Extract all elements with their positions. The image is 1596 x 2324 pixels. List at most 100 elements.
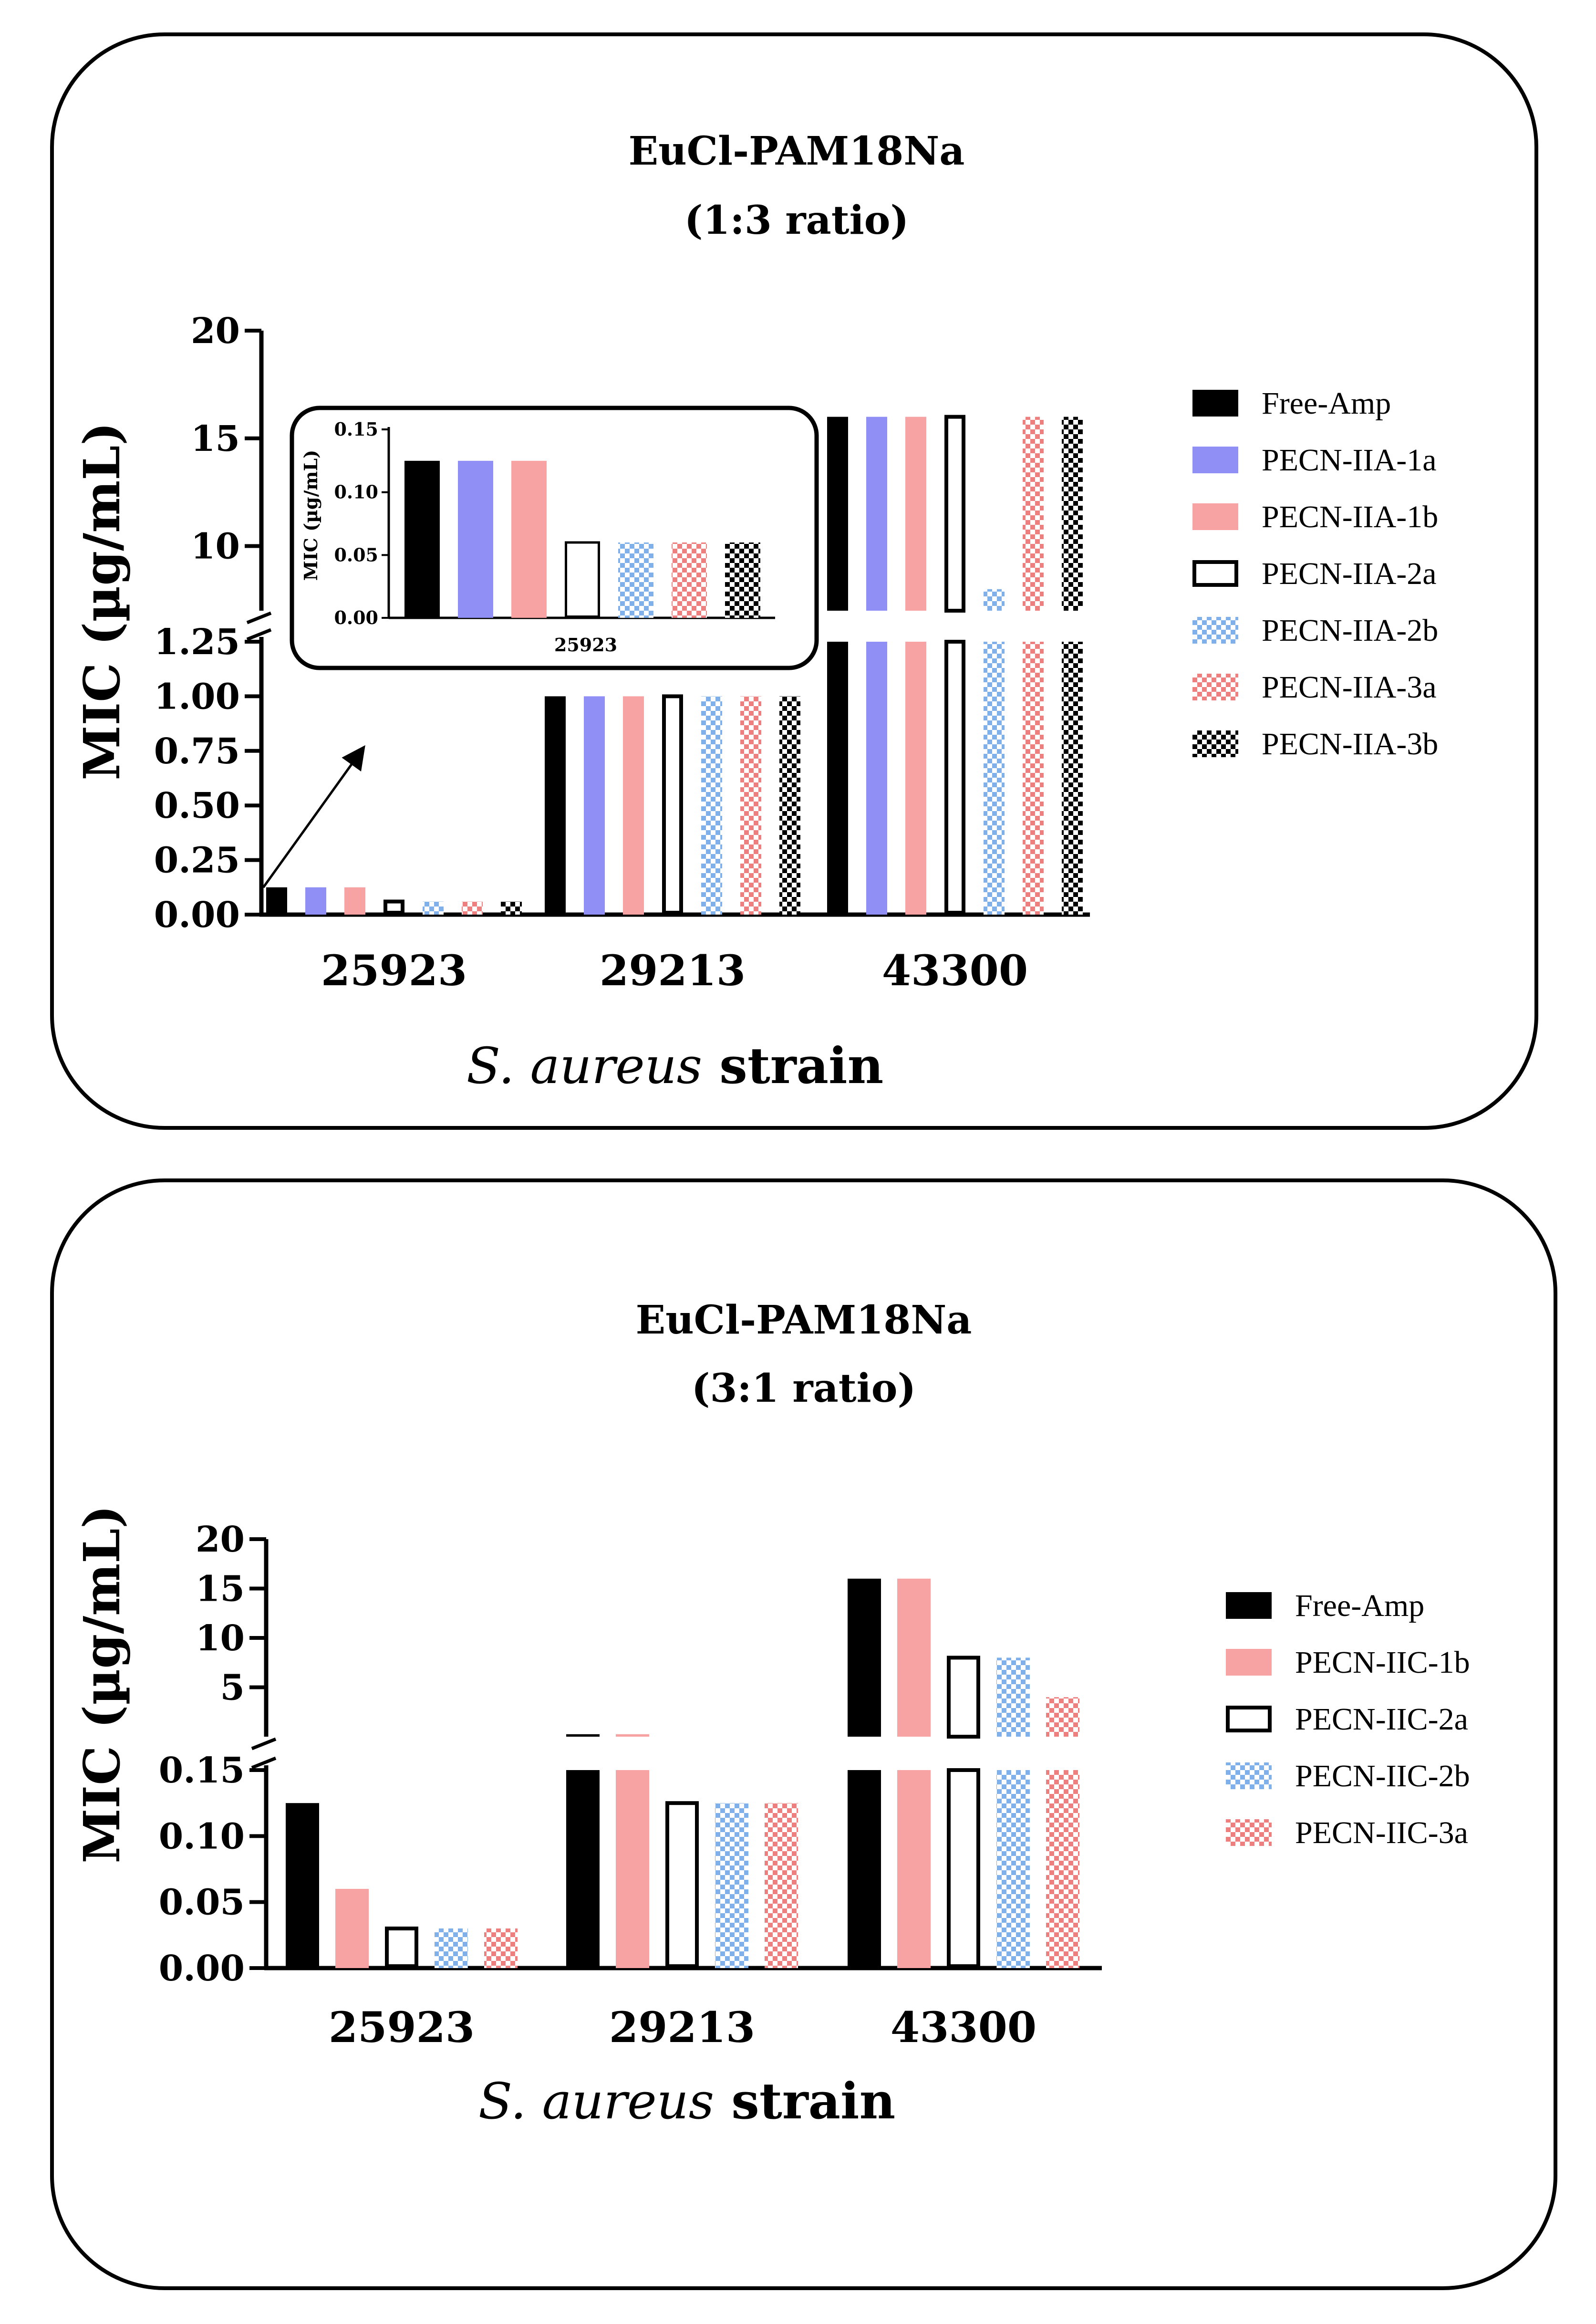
chart2-legend-swatch: [1226, 1762, 1272, 1789]
chart1-y-tick-label: 1.00: [154, 676, 240, 717]
chart1-bar-29213-pecn-iia-3a: [740, 696, 761, 915]
chart1-bar-43300-free-amp-lower: [827, 642, 848, 915]
chart2-bar-43300-pecn-iic-2a-lower: [947, 1768, 980, 1968]
chart1-bar-43300-pecn-iia-2a-upper: [944, 415, 965, 613]
chart2-bar-43300-pecn-iic-2b-lower: [996, 1770, 1030, 1968]
chart2-legend-swatch: [1226, 1819, 1272, 1846]
chart1-bar-29213-pecn-iia-2b: [701, 696, 722, 915]
chart1-legend-label: PECN-IIA-3b: [1262, 727, 1438, 761]
chart1-inset-y-tick-label: 0.00: [334, 607, 378, 628]
chart1-inset-bar-pecn-iia-1a: [458, 460, 493, 618]
chart2-bar-25923-pecn-iic-2a: [385, 1927, 418, 1968]
chart1-inset-bar-pecn-iia-3b: [725, 542, 760, 618]
chart2-y-tick-label: 0.00: [159, 1948, 245, 1989]
chart1-inset-frame: [290, 406, 819, 670]
chart2-bar-29213-pecn-iic-1b-lower: [616, 1770, 649, 1968]
chart1-y-tick-label: 0.75: [154, 731, 240, 772]
chart1-bar-43300-pecn-iia-2b-upper: [984, 589, 1005, 611]
chart2-bar-29213-pecn-iic-2a: [665, 1801, 699, 1969]
chart1-legend-swatch: [1192, 617, 1238, 644]
chart2-bar-43300-pecn-iic-2a-upper: [947, 1656, 980, 1739]
chart2-y-tick-label: 0.05: [159, 1882, 245, 1923]
chart2-x-label: S. aureus strain: [478, 2072, 895, 2130]
chart2-bar-29213-pecn-iic-3a: [765, 1803, 798, 1968]
chart1-legend-label: Free-Amp: [1262, 386, 1391, 421]
chart1-bar-43300-pecn-iia-3b-lower: [1062, 642, 1083, 915]
chart2-bar-29213-pecn-iic-1b-upper: [616, 1734, 649, 1737]
chart2-category-label: 29213: [609, 2002, 755, 2052]
chart2-subtitle: (3:1 ratio): [692, 1365, 916, 1411]
chart1-bar-43300-free-amp-upper: [827, 417, 848, 611]
chart1-bar-43300-pecn-iia-2a-lower: [944, 640, 965, 915]
chart1-inset-bar-pecn-iia-1b: [511, 460, 547, 618]
chart1-bar-25923-pecn-iia-2a: [383, 899, 404, 915]
chart1-inset-bar-pecn-iia-2b: [618, 542, 653, 618]
chart2-bar-29213-free-amp-upper: [566, 1734, 600, 1737]
chart1-legend-label: PECN-IIA-1b: [1262, 500, 1438, 534]
chart2-y-tick-label: 0.15: [159, 1750, 245, 1791]
chart2-legend-label: PECN-IIC-1b: [1295, 1645, 1470, 1680]
chart1-y-tick-label: 0.50: [154, 785, 240, 826]
chart2-legend-swatch: [1226, 1706, 1272, 1732]
chart1-inset-y-label: MIC (µg/mL): [300, 450, 321, 581]
chart1-bar-25923-free-amp: [266, 887, 287, 915]
chart1-bar-43300-pecn-iia-3a-upper: [1023, 417, 1044, 611]
chart1-x-label: S. aureus strain: [466, 1036, 883, 1095]
chart1-title: EuCl-PAM18Na: [629, 128, 965, 174]
chart2-bar-29213-free-amp-lower: [566, 1770, 600, 1968]
chart2-legend-label: PECN-IIC-2a: [1295, 1702, 1468, 1737]
chart2-y-tick-label: 15: [196, 1569, 245, 1610]
chart2-legend-swatch: [1226, 1649, 1272, 1676]
chart1-inset-bar-pecn-iia-2a: [565, 541, 600, 618]
chart1-break-mark: [246, 628, 272, 641]
chart1-y-tick-label: 0.00: [154, 895, 240, 936]
chart1-y-tick-label: 1.25: [154, 622, 240, 663]
chart1-legend-label: PECN-IIA-2a: [1262, 556, 1437, 591]
chart1-legend-label: PECN-IIA-1a: [1262, 443, 1437, 478]
chart1-bar-43300-pecn-iia-3b-upper: [1062, 417, 1083, 611]
chart1-y-tick-label: 15: [191, 418, 240, 459]
chart1-bar-29213-pecn-iia-3b: [779, 696, 800, 915]
chart1-inset-y-tick-label: 0.10: [334, 481, 378, 503]
chart1-category-label: 29213: [600, 946, 746, 995]
chart1-bar-43300-pecn-iia-1a-lower: [866, 642, 887, 915]
chart1-x-label-rest: strain: [702, 1036, 883, 1095]
chart1-y-tick-label: 10: [191, 526, 240, 567]
chart1-bar-29213-pecn-iia-2a: [662, 694, 683, 915]
chart2-y-label: MIC (µg/mL): [73, 1505, 131, 1863]
chart2-x-label-rest: strain: [714, 2072, 895, 2130]
chart2-bar-43300-free-amp-upper: [848, 1578, 881, 1737]
chart2-x-label-italic: S. aureus: [478, 2072, 714, 2130]
chart1-legend-label: PECN-IIA-3a: [1262, 670, 1437, 705]
chart1-bar-43300-pecn-iia-1b-lower: [905, 642, 926, 915]
chart2-legend-label: Free-Amp: [1295, 1588, 1424, 1623]
chart2-bar-43300-free-amp-lower: [848, 1770, 881, 1968]
chart1-legend-swatch: [1192, 674, 1238, 700]
chart1-bar-43300-pecn-iia-2b-lower: [984, 642, 1005, 915]
chart1-bar-29213-pecn-iia-1a: [584, 696, 605, 915]
chart1-legend-swatch: [1192, 560, 1238, 587]
chart1-bar-29213-pecn-iia-1b: [623, 696, 644, 915]
chart1-bar-29213-free-amp: [545, 696, 566, 915]
chart1-inset-y-tick-label: 0.05: [334, 544, 378, 565]
chart1-bar-25923-pecn-iia-3a: [462, 901, 483, 915]
chart2-bar-43300-pecn-iic-3a-upper: [1046, 1697, 1079, 1737]
chart1-bar-43300-pecn-iia-1a-upper: [866, 417, 887, 611]
chart1-legend-swatch: [1192, 503, 1238, 530]
chart2-title: EuCl-PAM18Na: [636, 1297, 972, 1343]
chart1-bar-25923-pecn-iia-2b: [423, 901, 444, 915]
chart1-y-label: MIC (µg/mL): [73, 422, 131, 780]
chart1-inset-bar-free-amp: [404, 460, 440, 618]
chart2-bar-25923-pecn-iic-1b: [335, 1889, 369, 1968]
chart2-bar-43300-pecn-iic-1b-lower: [897, 1770, 931, 1968]
chart1-inset-arrow: [262, 745, 365, 888]
chart1-legend-label: PECN-IIA-2b: [1262, 613, 1438, 648]
chart2-legend-label: PECN-IIC-2b: [1295, 1759, 1470, 1793]
chart2-category-label: 25923: [329, 2002, 475, 2052]
chart2-legend-label: PECN-IIC-3a: [1295, 1815, 1468, 1850]
chart1-bar-43300-pecn-iia-1b-upper: [905, 417, 926, 611]
chart2-y-tick-label: 10: [196, 1618, 245, 1659]
chart1-legend-swatch: [1192, 390, 1238, 417]
chart2-bar-43300-pecn-iic-3a-lower: [1046, 1770, 1079, 1968]
